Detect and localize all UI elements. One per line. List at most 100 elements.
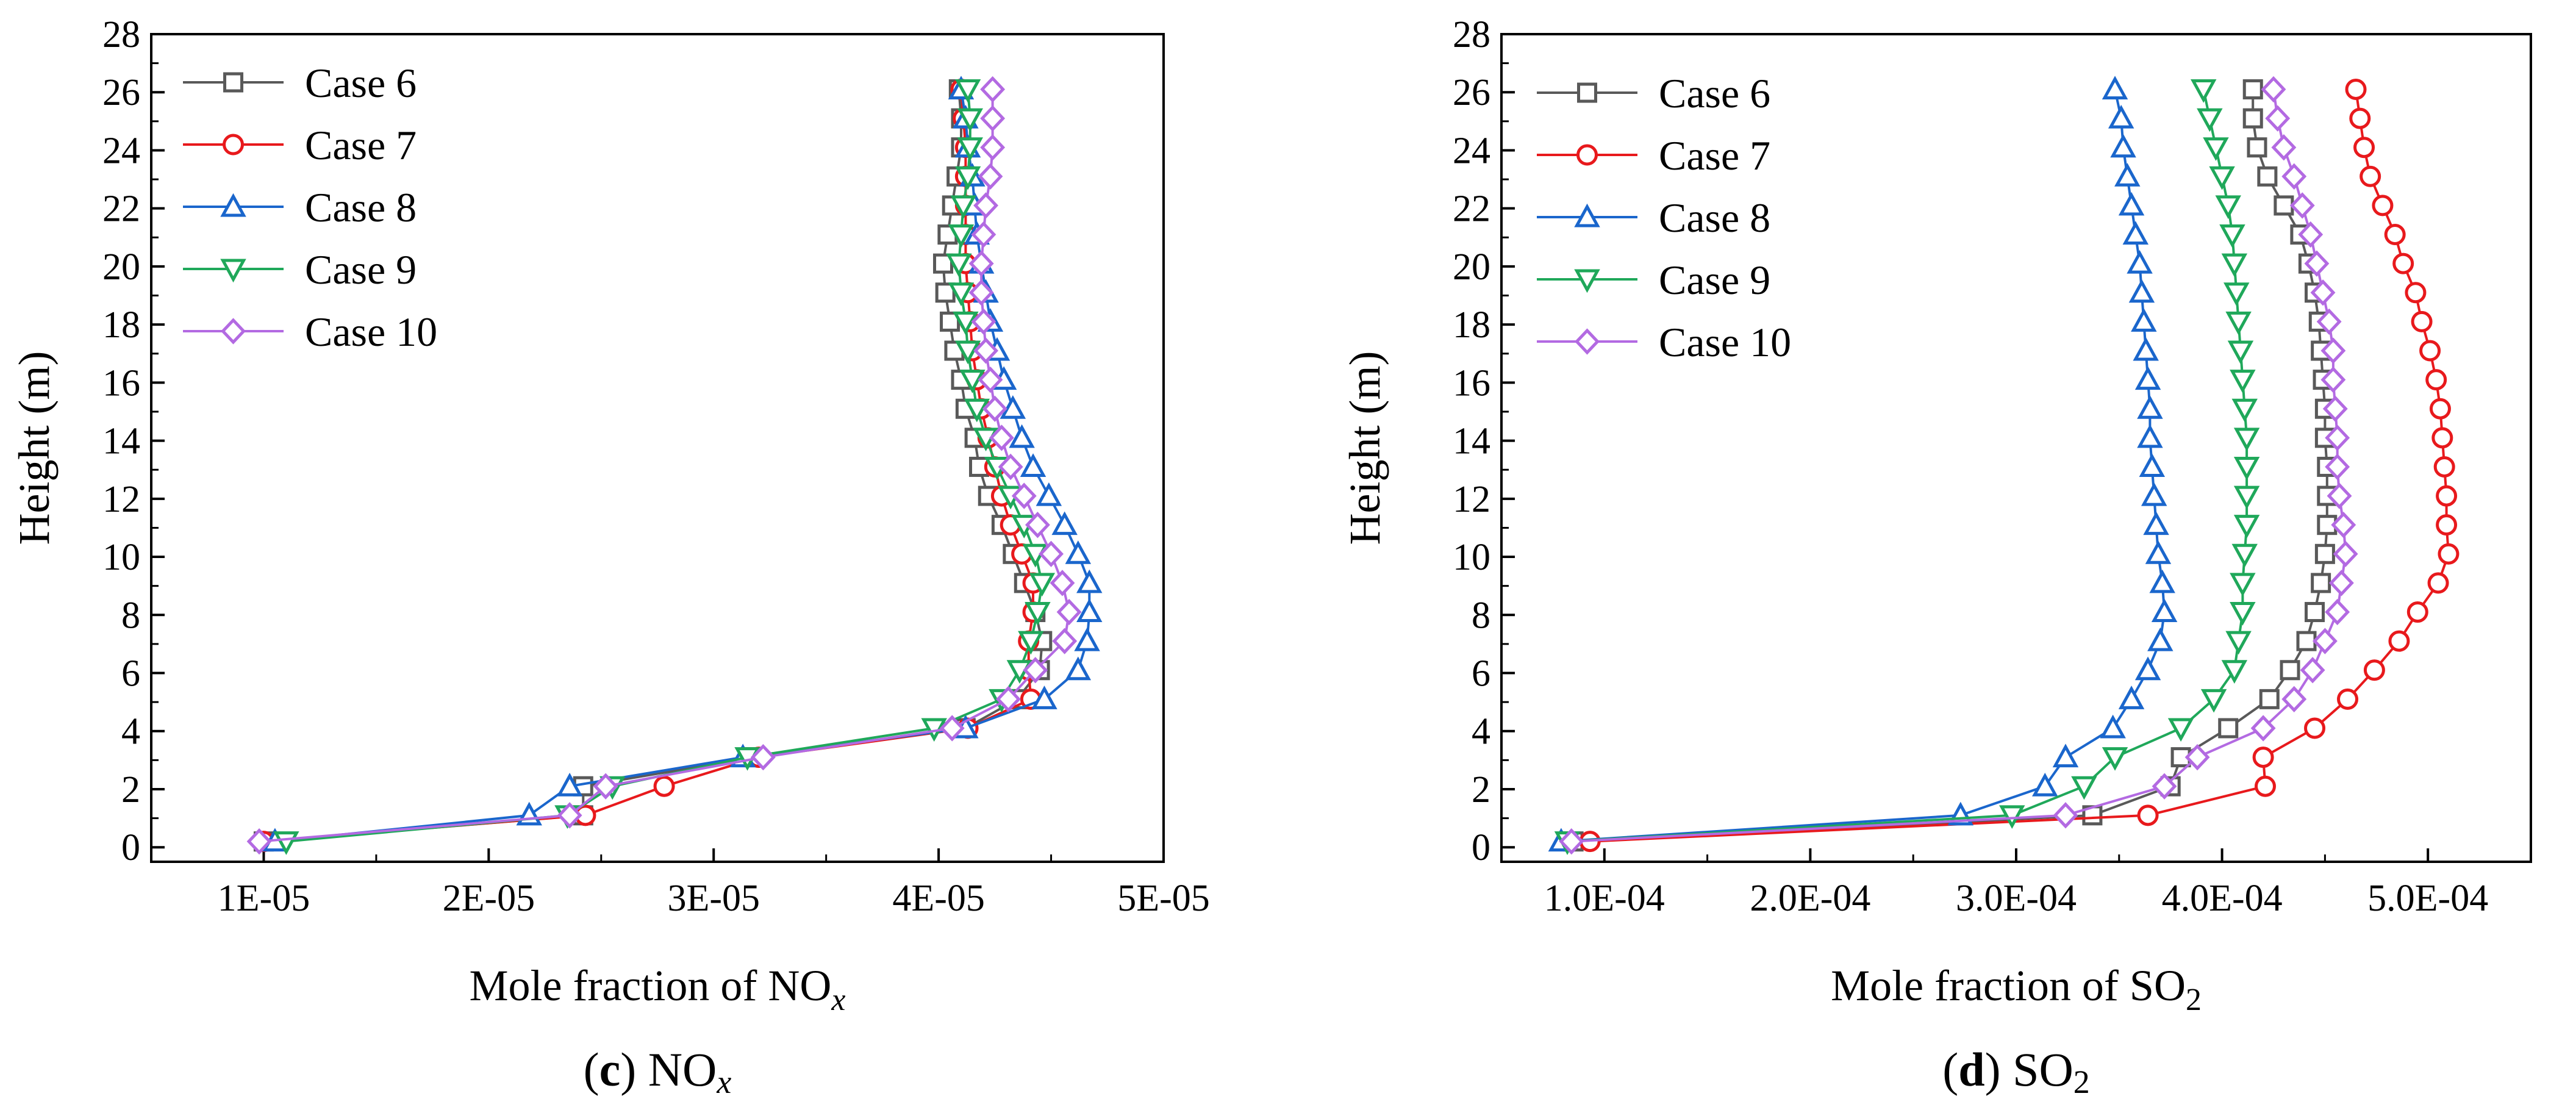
data-point xyxy=(980,76,1006,103)
data-point xyxy=(2227,340,2254,365)
x-tick-label: 3E-05 xyxy=(667,878,760,919)
data-point xyxy=(2325,424,2350,451)
data-point xyxy=(2411,310,2433,332)
data-point xyxy=(1076,598,1103,623)
data-point xyxy=(946,253,972,278)
data-point xyxy=(982,395,1007,422)
data-point xyxy=(2438,543,2460,565)
data-point xyxy=(2320,366,2346,393)
legend-item: Case 9 xyxy=(1537,257,1770,303)
data-point xyxy=(971,308,996,335)
data-point xyxy=(2271,134,2297,161)
legend-label: Case 6 xyxy=(305,60,417,106)
data-point xyxy=(2261,76,2286,103)
x-tick-label: 4.0E-04 xyxy=(2162,878,2283,919)
y-tick-label: 14 xyxy=(1453,421,1490,462)
data-point xyxy=(2281,163,2307,190)
data-point xyxy=(2134,366,2161,390)
legend-label: Case 8 xyxy=(305,184,417,231)
data-point xyxy=(2218,718,2239,739)
data-point xyxy=(996,686,1021,713)
data-point xyxy=(2296,631,2317,651)
data-point xyxy=(2230,602,2256,626)
y-tick-label: 24 xyxy=(1453,130,1490,171)
data-point xyxy=(1065,656,1092,681)
data-point xyxy=(964,398,990,423)
data-point xyxy=(2254,775,2276,797)
data-point xyxy=(2327,482,2352,509)
data-point xyxy=(2406,601,2428,623)
data-point xyxy=(2215,195,2241,220)
x-tick-label: 1.0E-04 xyxy=(1544,878,1665,919)
data-point xyxy=(2300,657,2325,684)
data-point xyxy=(2143,511,2169,535)
data-point xyxy=(2242,79,2263,99)
legend-item: Case 6 xyxy=(183,60,417,106)
data-point xyxy=(968,279,994,306)
data-point xyxy=(2436,485,2458,507)
plot-frame xyxy=(1500,33,2532,863)
y-tick-label: 2 xyxy=(121,769,140,811)
data-point xyxy=(653,775,675,797)
data-point xyxy=(2312,628,2338,654)
data-point xyxy=(2425,369,2447,391)
data-point xyxy=(2310,279,2336,306)
y-axis-label: Height (m) xyxy=(10,351,59,545)
data-point xyxy=(2427,572,2449,594)
data-point xyxy=(2322,395,2348,422)
data-point xyxy=(2102,747,2128,771)
data-point xyxy=(2133,337,2159,361)
data-point xyxy=(959,370,986,393)
data-point xyxy=(1052,628,1078,654)
data-point xyxy=(1036,482,1062,506)
y-tick-label: 26 xyxy=(102,72,140,113)
data-point xyxy=(1025,602,1051,626)
legend-label: Case 7 xyxy=(305,122,417,168)
data-point xyxy=(1074,627,1100,651)
data-point xyxy=(2233,428,2260,452)
data-point xyxy=(2314,543,2335,564)
data-point xyxy=(2349,107,2371,129)
y-tick-label: 10 xyxy=(102,537,140,578)
data-point xyxy=(2247,137,2267,158)
data-point xyxy=(557,802,582,829)
data-point xyxy=(2250,715,2276,742)
data-point xyxy=(593,773,618,800)
data-point xyxy=(1025,512,1050,539)
data-point xyxy=(1051,511,1078,535)
data-point xyxy=(1031,686,1057,709)
data-point xyxy=(2100,714,2126,739)
y-tick-label: 22 xyxy=(102,188,140,230)
data-point xyxy=(2233,515,2260,539)
legend-item: Case 10 xyxy=(183,309,437,355)
data-point xyxy=(2419,340,2441,362)
data-point xyxy=(2304,250,2330,277)
data-point xyxy=(2337,688,2359,710)
x-tick-label: 4E-05 xyxy=(892,878,985,919)
data-point xyxy=(2224,282,2250,306)
data-point xyxy=(2230,370,2256,393)
panel-caption: (c) NOx xyxy=(584,1043,732,1100)
data-point xyxy=(2392,252,2414,274)
y-tick-label: 28 xyxy=(1453,14,1490,56)
data-point xyxy=(980,134,1006,161)
legend-label: Case 9 xyxy=(305,246,417,293)
y-tick-label: 12 xyxy=(102,479,140,520)
y-tick-label: 0 xyxy=(121,827,140,868)
data-point xyxy=(2345,78,2367,100)
data-point xyxy=(2221,660,2248,684)
data-point xyxy=(2325,598,2350,626)
y-tick-label: 22 xyxy=(1453,188,1490,230)
data-point xyxy=(2231,543,2258,568)
y-tick-label: 20 xyxy=(1453,246,1490,288)
data-point xyxy=(973,337,999,364)
y-tick-label: 10 xyxy=(1453,537,1490,578)
legend-marker xyxy=(221,318,246,345)
y-tick-label: 16 xyxy=(102,362,140,404)
data-point xyxy=(1076,569,1103,593)
data-point xyxy=(2151,598,2178,623)
legend-marker xyxy=(1574,203,1600,227)
data-point xyxy=(2134,656,2161,681)
